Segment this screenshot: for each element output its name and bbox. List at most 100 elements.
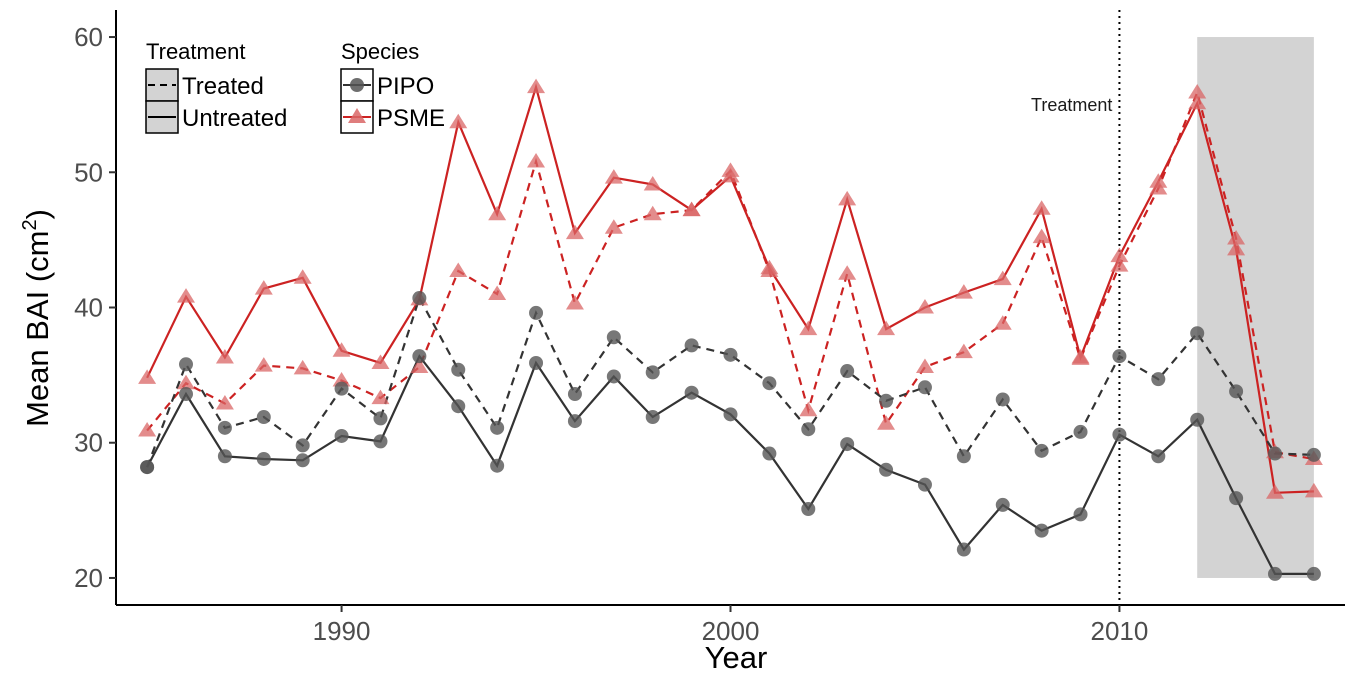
point-pipo-untreated-2015: [1306, 566, 1321, 581]
point-psme-treated-1998: [643, 205, 662, 221]
series-line-psme-treated: [146, 89, 1315, 461]
x-tick-label-2010: 2010: [1091, 616, 1149, 646]
point-psme-untreated-2003: [838, 190, 857, 206]
series-lines-layer: [146, 83, 1315, 576]
series-line-pipo-treated: [146, 295, 1314, 468]
point-psme-untreated-1997: [604, 169, 623, 184]
point-pipo-untreated-2004: [879, 462, 894, 477]
point-pipo-untreated-2003: [840, 437, 855, 452]
point-psme-untreated-1994: [488, 205, 507, 221]
point-psme-treated-2005: [915, 358, 934, 373]
point-psme-treated-1987: [215, 395, 234, 410]
point-psme-untreated-1991: [371, 354, 390, 369]
point-pipo-untreated-1991: [373, 434, 388, 449]
point-psme-untreated-2007: [993, 270, 1012, 286]
point-pipo-treated-2000: [723, 347, 738, 362]
point-psme-treated-2012: [1188, 83, 1207, 99]
point-psme-treated-1985: [138, 422, 157, 437]
point-pipo-untreated-2005: [917, 477, 932, 492]
point-pipo-treated-2005: [917, 380, 932, 395]
point-psme-treated-1995: [527, 152, 546, 168]
point-psme-treated-2004: [877, 415, 896, 430]
point-psme-untreated-2010: [1110, 247, 1129, 263]
point-pipo-treated-2008: [1034, 443, 1049, 458]
point-pipo-untreated-1995: [529, 355, 544, 370]
point-psme-treated-2003: [838, 265, 857, 280]
legend-label-pipo: PIPO: [377, 73, 434, 100]
point-psme-treated-1999: [682, 201, 701, 217]
point-psme-treated-1991: [371, 389, 390, 405]
point-psme-untreated-1989: [293, 269, 312, 284]
x-tick-label-2000: 2000: [702, 616, 760, 646]
y-tick-label-30: 30: [74, 428, 103, 458]
point-psme-treated-2000: [721, 162, 740, 177]
point-pipo-untreated-2013: [1229, 491, 1244, 506]
legend-key-pipo-marker: [350, 78, 364, 92]
y-tick-label-40: 40: [74, 293, 103, 323]
shaded-region: [1197, 37, 1314, 578]
point-psme-treated-1992: [410, 358, 429, 373]
point-psme-treated-2007: [993, 315, 1012, 330]
point-pipo-untreated-2007: [995, 497, 1010, 512]
point-pipo-treated-2009: [1073, 424, 1088, 439]
point-psme-untreated-1988: [254, 280, 273, 295]
point-pipo-untreated-2011: [1151, 449, 1166, 464]
point-psme-treated-1996: [565, 294, 584, 310]
point-psme-untreated-1990: [332, 342, 351, 357]
y-tick-label-60: 60: [74, 22, 103, 52]
point-psme-treated-1994: [488, 285, 507, 300]
point-psme-untreated-2015: [1304, 482, 1323, 498]
point-pipo-untreated-2009: [1073, 507, 1088, 522]
point-pipo-untreated-1998: [645, 410, 660, 425]
point-pipo-treated-2012: [1190, 326, 1205, 341]
point-pipo-treated-1996: [567, 387, 582, 402]
legend-label-treated: Treated: [182, 73, 264, 100]
axes-layer: [109, 10, 1345, 612]
y-axis-title-close: ): [20, 209, 55, 219]
point-psme-treated-1993: [449, 262, 468, 277]
point-pipo-treated-2013: [1229, 384, 1244, 399]
point-psme-untreated-2005: [915, 299, 934, 314]
point-psme-treated-1989: [293, 359, 312, 375]
shaded-region-layer: [1197, 37, 1314, 578]
point-pipo-untreated-2010: [1112, 427, 1127, 442]
point-pipo-treated-2003: [840, 364, 855, 379]
point-pipo-treated-2001: [762, 376, 777, 391]
point-pipo-untreated-1997: [606, 369, 621, 384]
point-pipo-untreated-1993: [451, 399, 466, 414]
point-psme-untreated-2013: [1227, 240, 1246, 256]
point-psme-untreated-2012: [1188, 94, 1207, 110]
point-pipo-treated-1988: [256, 410, 271, 425]
legend: Treatment Treated Untreated Species PIPO…: [145, 39, 445, 134]
point-pipo-untreated-2014: [1267, 566, 1282, 581]
point-psme-untreated-1986: [177, 288, 196, 303]
point-pipo-untreated-1988: [256, 451, 271, 466]
point-pipo-treated-2004: [879, 393, 894, 408]
point-psme-untreated-1985: [138, 369, 157, 384]
point-pipo-untreated-2000: [723, 407, 738, 422]
point-pipo-treated-1991: [373, 411, 388, 426]
series-line-pipo-untreated: [146, 354, 1314, 576]
point-pipo-untreated-1987: [217, 449, 232, 464]
point-pipo-treated-2006: [956, 449, 971, 464]
point-psme-treated-1986: [177, 374, 196, 390]
point-pipo-treated-1986: [179, 357, 194, 372]
point-pipo-untreated-1986: [179, 387, 194, 402]
point-psme-treated-2001: [760, 262, 779, 277]
point-pipo-untreated-2008: [1034, 523, 1049, 538]
point-pipo-treated-1998: [645, 365, 660, 380]
point-pipo-treated-2015: [1306, 447, 1321, 462]
point-pipo-treated-1990: [334, 381, 349, 396]
point-psme-untreated-2004: [877, 320, 896, 336]
point-psme-treated-1997: [604, 219, 623, 234]
point-psme-treated-2006: [954, 343, 973, 359]
point-pipo-untreated-2001: [762, 446, 777, 461]
point-pipo-treated-1987: [217, 420, 232, 435]
point-psme-treated-2008: [1032, 228, 1051, 244]
point-psme-treated-2010: [1110, 257, 1129, 272]
point-pipo-treated-1995: [529, 305, 544, 320]
point-pipo-treated-2002: [801, 422, 816, 437]
point-pipo-untreated-1994: [490, 458, 505, 473]
x-axis-title: Year: [705, 640, 768, 675]
